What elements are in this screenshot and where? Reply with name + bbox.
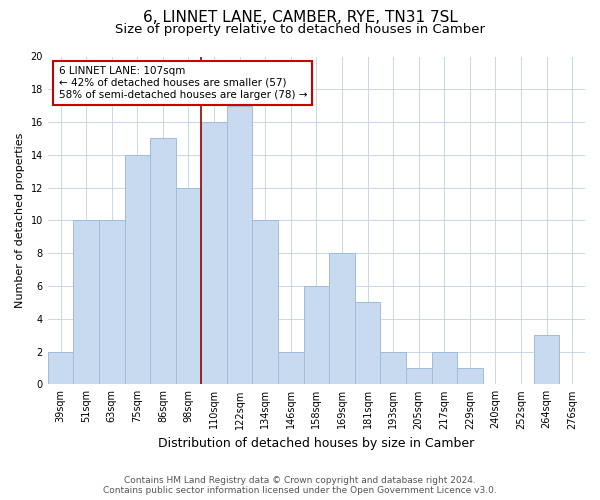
Bar (406, 368, 431, 384)
Text: Size of property relative to detached houses in Camber: Size of property relative to detached ho… (115, 22, 485, 36)
Bar (457, 368, 482, 384)
Bar (73, 220, 99, 384)
Bar (304, 286, 329, 384)
Bar (278, 352, 304, 384)
Text: 6, LINNET LANE, CAMBER, RYE, TN31 7SL: 6, LINNET LANE, CAMBER, RYE, TN31 7SL (143, 10, 457, 25)
Bar (176, 188, 201, 384)
Text: Contains HM Land Registry data © Crown copyright and database right 2024.
Contai: Contains HM Land Registry data © Crown c… (103, 476, 497, 495)
Bar (201, 122, 227, 384)
Bar (329, 253, 355, 384)
Bar (380, 352, 406, 384)
Bar (48, 352, 73, 384)
Bar (253, 220, 278, 384)
Bar (355, 302, 380, 384)
Bar (150, 138, 176, 384)
Bar (227, 106, 253, 384)
Bar (125, 155, 150, 384)
Bar (534, 335, 559, 384)
Text: 6 LINNET LANE: 107sqm
← 42% of detached houses are smaller (57)
58% of semi-deta: 6 LINNET LANE: 107sqm ← 42% of detached … (59, 66, 307, 100)
Y-axis label: Number of detached properties: Number of detached properties (15, 132, 25, 308)
Bar (431, 352, 457, 384)
X-axis label: Distribution of detached houses by size in Camber: Distribution of detached houses by size … (158, 437, 475, 450)
Bar (99, 220, 125, 384)
